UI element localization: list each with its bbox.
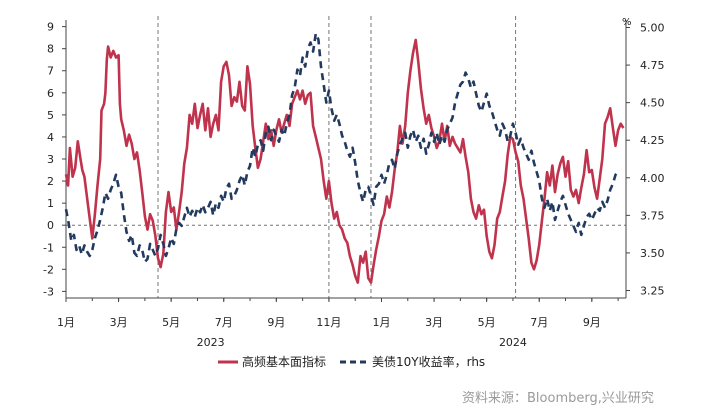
left-axis-tick-label: 6 [47, 87, 54, 100]
x-axis-tick-label: 1月 [372, 316, 390, 329]
legend: 高频基本面指标 美债10Y收益率，rhs [218, 354, 485, 369]
x-axis-tick-label: 3月 [110, 316, 128, 329]
x-axis-tick-label: 3月 [425, 316, 443, 329]
series-line-ust10y [64, 32, 620, 264]
series [64, 32, 625, 284]
right-axis-unit: % [622, 17, 632, 28]
right-axis-tick-label: 4.75 [640, 59, 665, 72]
axes [65, 20, 627, 299]
tick-labels: -3 -2 -1 0 1 2 3 4 5 6 7 8 9 3.25 3.50 3.75 4.00 4.25 4.50… [43, 21, 664, 349]
x-axis-tick-label: 11月 [316, 316, 341, 329]
x-axis-tick-label: 5月 [478, 316, 496, 329]
left-axis-tick-label: 0 [47, 219, 54, 232]
left-axis-tick-label: 8 [47, 43, 54, 56]
x-axis-tick-label: 1月 [57, 316, 75, 329]
right-axis-tick-label: 4.00 [640, 172, 665, 185]
legend-label-ust10y: 美债10Y收益率，rhs [372, 354, 485, 369]
left-axis-tick-label: -1 [43, 241, 54, 254]
left-axis-tick-label: 2 [47, 175, 54, 188]
x-axis-tick-label: 7月 [215, 316, 233, 329]
x-axis-year-label: 2023 [197, 336, 225, 349]
right-axis-tick-label: 4.25 [640, 134, 665, 147]
right-axis-tick-label: 4.50 [640, 97, 665, 110]
right-axis-tick-label: 5.00 [640, 22, 665, 35]
x-axis-year-label: 2024 [499, 336, 527, 349]
left-axis-tick-label: 3 [47, 153, 54, 166]
x-axis-tick-label: 9月 [267, 316, 285, 329]
x-axis-tick-label: 9月 [583, 316, 601, 329]
left-axis-tick-label: 1 [47, 197, 54, 210]
left-axis-tick-label: -2 [43, 263, 54, 276]
legend-label-fundamental: 高频基本面指标 [242, 354, 326, 369]
left-axis-tick-label: 9 [47, 21, 54, 34]
left-axis-tick-label: 5 [47, 109, 54, 122]
right-axis-tick-label: 3.50 [640, 247, 665, 260]
x-axis-tick-label: 5月 [162, 316, 180, 329]
series-line-fundamental [64, 38, 625, 284]
x-axis-tick-label: 7月 [530, 316, 548, 329]
left-axis-tick-label: 7 [47, 65, 54, 78]
right-axis-tick-label: 3.75 [640, 209, 665, 222]
left-axis-tick-label: 4 [47, 131, 54, 144]
reference-lines [66, 16, 626, 298]
right-axis-tick-label: 3.25 [640, 284, 665, 297]
source-note: 资料来源：Bloomberg,兴业研究 [462, 391, 654, 406]
left-axis-tick-label: -3 [43, 285, 54, 298]
